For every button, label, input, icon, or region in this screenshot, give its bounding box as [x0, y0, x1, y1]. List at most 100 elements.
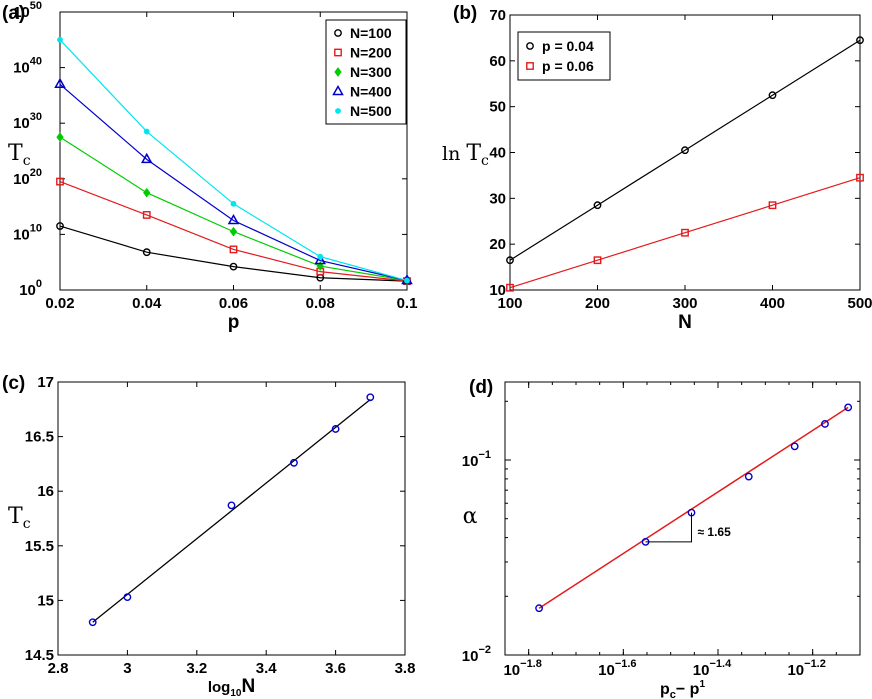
- panel-a-point: [404, 277, 410, 284]
- panel-a-legend-marker: [334, 67, 342, 77]
- panel-b-point: [681, 228, 689, 237]
- panel-a-point: [142, 211, 151, 219]
- panel-d-ytick-label: 10−2: [462, 644, 491, 665]
- panel-a-point: [229, 262, 238, 271]
- panel-a-legend-label: N=100: [350, 25, 392, 41]
- panel-b-legend-marker: [526, 62, 534, 70]
- panel-b-xtick-label: 100: [497, 295, 522, 312]
- panel-d-point: [790, 442, 799, 451]
- panel-d-xtick-label: 10−1.2: [787, 658, 825, 679]
- panel-a-ytick-label: 100: [19, 278, 42, 299]
- panel-c-xtick-label: 3.6: [325, 660, 346, 677]
- panel-a-point: [140, 152, 153, 164]
- panel-a-xtick-label: 0.02: [45, 295, 74, 312]
- panel-label-c: (c): [2, 373, 25, 394]
- panel-b-xtick-label: 400: [760, 295, 785, 312]
- panel-b-point: [768, 201, 777, 210]
- panel-d-chart: 10−1.8 10−1.6 10−1.4 10−1.2 10−2 10−1 ≈ 1.65 pc…: [462, 381, 861, 699]
- panel-a-point: [142, 248, 151, 257]
- panel-a-ytick-label: 1040: [13, 56, 42, 77]
- panel-d-point: [821, 420, 829, 428]
- panel-a-point: [317, 253, 324, 260]
- panel-d-ytick-label: 10−1: [462, 449, 491, 470]
- panel-d-point: [844, 403, 853, 412]
- panel-d-xtick-label: 10−1.8: [503, 658, 541, 679]
- panel-b-ylabel: ln Tc: [442, 141, 489, 169]
- panel-a-legend-marker: [335, 108, 341, 114]
- panel-b-xtick-label: 300: [672, 295, 697, 312]
- panel-a-point: [229, 245, 238, 254]
- panel-d-xtick-label: 10−1.6: [598, 658, 636, 679]
- panel-a-series-line: [59, 181, 408, 282]
- panel-a-ytick-label: 1030: [13, 111, 42, 132]
- panel-a-point: [143, 187, 151, 198]
- panel-a-legend-marker: [332, 84, 344, 96]
- panel-b-ytick-label: 60: [489, 53, 506, 70]
- panel-b-point: [506, 283, 514, 292]
- panel-c-ylabel: Tc: [8, 504, 31, 532]
- panel-a-ytick-label: 1010: [13, 222, 42, 243]
- panel-b-series-line: [509, 39, 861, 261]
- panel-b-chart: 100 200 300 400 500 10 20 30 40 50 60 70 Nln Tc p = 0…: [442, 7, 872, 333]
- panel-c-xlabel: log10N: [208, 676, 255, 699]
- panel-b-ytick-label: 70: [489, 7, 506, 24]
- panel-b-point: [856, 173, 864, 182]
- panel-b-legend-marker: [526, 42, 534, 50]
- panel-d-xtick-label: 10−1.4: [693, 658, 732, 679]
- panel-a-series-line: [59, 225, 408, 282]
- panel-a-point: [56, 222, 64, 230]
- panel-a-series-line: [59, 136, 408, 282]
- panel-a-point: [56, 132, 64, 142]
- panel-b-point: [593, 201, 602, 210]
- panel-c-ytick-label: 17: [37, 374, 54, 391]
- panel-a-chart: 0.02 0.04 0.06 0.08 0.1 100 1010 1020 1030 1040 10…: [8, 0, 417, 333]
- panel-c-ytick-label: 14.5: [25, 647, 54, 664]
- panel-c-ytick-label: 15: [37, 592, 54, 609]
- panel-a-point: [56, 177, 64, 186]
- panel-c-point: [227, 501, 236, 510]
- panel-a-legend-label: N=400: [350, 84, 392, 100]
- panel-c-xtick-label: 2.8: [48, 660, 69, 677]
- panel-a-point: [229, 226, 238, 237]
- panel-c-ytick-label: 15.5: [25, 538, 54, 555]
- panel-b-point: [506, 256, 514, 265]
- panel-b-point: [856, 36, 864, 45]
- panel-c-xtick-label: 3.2: [186, 660, 207, 677]
- panel-label-d: (d): [469, 377, 493, 398]
- panel-a-ytick-label: 1050: [13, 0, 42, 21]
- panel-d-slope-triangle: [645, 512, 692, 543]
- panel-a-series-line: [59, 83, 408, 282]
- panel-a-xtick-label: 0.1: [397, 295, 418, 312]
- panel-c-ytick-label: 16: [37, 483, 54, 500]
- panel-c-point: [366, 393, 375, 402]
- panel-c-point: [331, 425, 340, 433]
- panel-a-xtick-label: 0.04: [132, 295, 162, 312]
- panel-d-slope-annotation: ≈ 1.65: [697, 525, 731, 539]
- panel-c-xtick-label: 3.4: [256, 660, 278, 677]
- panel-b-ytick-label: 10: [489, 282, 506, 299]
- panel-c-frame: [57, 381, 406, 656]
- panel-b-legend-label: p = 0.06: [542, 58, 594, 74]
- panel-label-a: (a): [2, 3, 25, 24]
- panel-a-point: [57, 36, 63, 43]
- panel-c-point: [123, 593, 132, 602]
- panel-a-point: [227, 213, 240, 225]
- panel-c-xtick-label: 3.8: [395, 660, 416, 677]
- panel-b-ytick-label: 20: [489, 236, 506, 253]
- panel-c-point: [290, 458, 298, 467]
- panel-b-legend-label: p = 0.04: [542, 38, 594, 54]
- panel-d-point: [744, 472, 753, 481]
- panel-a-point: [314, 254, 327, 265]
- panel-a-xtick-label: 0.08: [306, 295, 335, 312]
- panel-b-xtick-label: 200: [585, 295, 610, 312]
- panel-d-ylabel: α: [463, 504, 478, 529]
- panel-a-xtick-label: 0.06: [219, 295, 248, 312]
- panel-c-xtick-label: 3: [123, 660, 131, 677]
- panel-a-legend-label: N=200: [350, 45, 392, 61]
- panel-c-point: [88, 618, 97, 627]
- panel-b-point: [681, 146, 689, 155]
- panel-a-ytick-label: 1020: [13, 167, 42, 188]
- panel-a-point: [143, 128, 150, 135]
- panel-b-point: [768, 91, 777, 100]
